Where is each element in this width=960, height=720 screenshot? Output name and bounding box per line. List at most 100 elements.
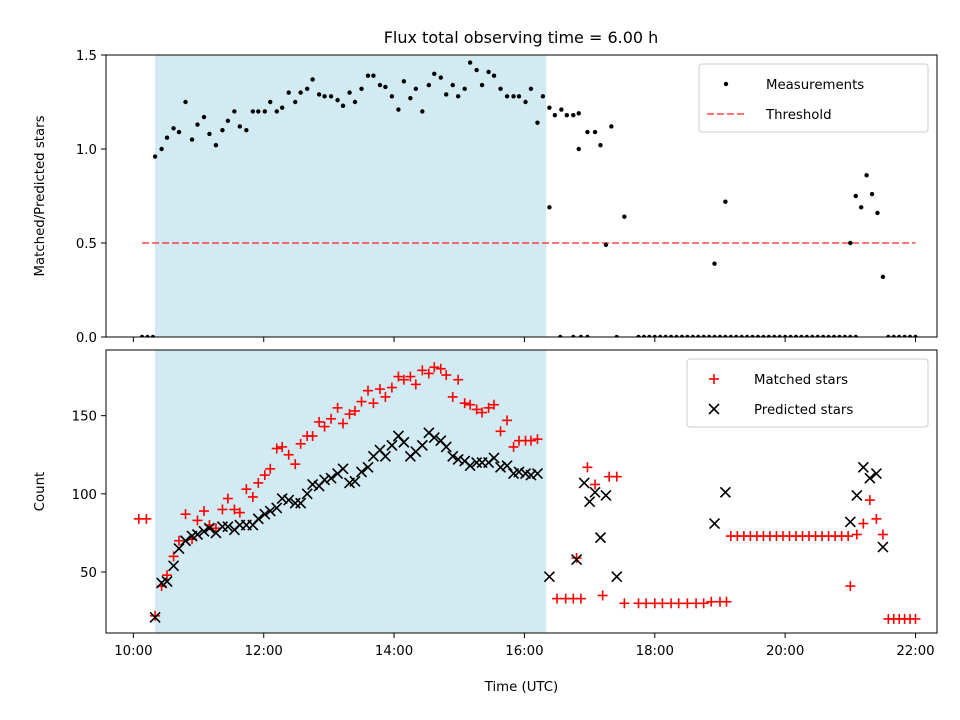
predicted-star-stroke-b [216, 521, 229, 533]
measurement-point [150, 334, 156, 337]
measurement-point [869, 191, 875, 197]
matched-star-marker [447, 391, 458, 402]
predicted-star-stroke-b [283, 494, 295, 506]
matched-star-marker [843, 531, 854, 542]
measurement-point [679, 334, 685, 337]
measurement-point [383, 84, 388, 90]
legend-label: Predicted stars [754, 403, 853, 418]
legend: Matched stars Predicted stars [686, 358, 929, 428]
predicted-star-marker [525, 469, 537, 481]
predicted-star-marker [447, 450, 459, 462]
predicted-star-marker [870, 467, 882, 480]
measurement-point [347, 90, 352, 95]
predicted-star-marker [349, 475, 361, 487]
predicted-star-stroke-b [877, 541, 889, 553]
matched-star-marker [698, 598, 709, 609]
legend-box [686, 358, 929, 428]
measurement-point [614, 334, 619, 337]
predicted-star-stroke-b [252, 513, 264, 525]
y-tick-label: 100 [72, 488, 97, 503]
predicted-star-stroke-b [423, 427, 435, 439]
predicted-star-marker [440, 441, 452, 453]
predicted-star-stroke-b [611, 571, 623, 583]
y-axis-label: Count [33, 472, 48, 512]
predicted-star-marker [464, 460, 476, 472]
measurement-point [250, 109, 256, 114]
predicted-star-stroke-b [464, 460, 476, 472]
matched-star-marker [314, 416, 325, 427]
measurement-point [636, 334, 641, 337]
measurement-point [685, 334, 690, 337]
measurement-point [558, 334, 563, 337]
predicted-star-stroke-b [719, 486, 731, 498]
predicted-star-stroke-b [488, 452, 500, 464]
matched-star-marker [877, 529, 888, 540]
measurement-point [359, 86, 364, 92]
matched-star-marker [657, 598, 668, 609]
measurement-point [793, 334, 799, 337]
measurement-point [286, 90, 291, 95]
predicted-star-stroke-b [374, 444, 386, 456]
predicted-star-marker [471, 457, 483, 469]
predicted-star-stroke-b [203, 522, 215, 534]
predicted-star-marker [386, 439, 398, 451]
legend-predicted-stroke-b [708, 403, 720, 415]
measurement-point [858, 205, 864, 210]
measurement-point [467, 60, 473, 65]
legend-label: Threshold [765, 108, 832, 123]
measurement-point [171, 126, 176, 131]
predicted-star-stroke-b [578, 477, 590, 489]
predicted-star-stroke-b [857, 461, 869, 473]
predicted-star-marker [571, 553, 583, 566]
measurement-point [578, 334, 584, 337]
matched-star-marker [247, 491, 258, 502]
predicted-star-stroke-b [301, 488, 313, 500]
measurement-point [322, 94, 327, 99]
measurement-point [486, 69, 491, 75]
matched-star-marker [150, 610, 161, 621]
matched-star-marker [410, 379, 421, 390]
measurement-point [237, 124, 243, 129]
measurement-point [585, 129, 590, 135]
matched-star-marker [234, 507, 245, 518]
matched-star-marker [477, 407, 488, 418]
matched-star-marker [502, 415, 513, 426]
predicted-star-stroke-b [168, 560, 180, 572]
measurement-point [201, 114, 207, 120]
predicted-star-stroke-b [295, 497, 307, 509]
matched-star-marker [495, 426, 506, 437]
measurement-point [455, 94, 461, 99]
matched-star-marker [910, 613, 921, 624]
predicted-star-stroke-b [864, 472, 876, 484]
predicted-star-marker [203, 522, 215, 534]
axes-frame [105, 349, 938, 634]
matched-star-marker [471, 404, 482, 415]
legend-label: Matched stars [754, 373, 848, 388]
x-tick-label: 18:00 [636, 644, 674, 659]
matched-star-marker [198, 506, 209, 517]
matched-star-marker [851, 529, 862, 540]
matched-star-marker [721, 596, 732, 607]
predicted-star-marker [379, 450, 391, 462]
matched-star-marker [465, 399, 476, 410]
matched-star-marker [344, 409, 355, 420]
measurement-point [262, 109, 268, 114]
measurement-point [159, 146, 164, 152]
predicted-star-stroke-b [289, 497, 301, 509]
measurement-point [696, 334, 701, 337]
x-axis-label: Time (UTC) [484, 680, 559, 695]
measurement-point [256, 109, 261, 114]
matched-star-marker [326, 413, 337, 424]
predicted-star-stroke-b [513, 466, 525, 478]
predicted-star-stroke-b [161, 575, 173, 587]
matched-star-marker [349, 405, 360, 416]
measurement-point [913, 334, 918, 337]
predicted-star-marker [216, 521, 229, 533]
matched-star-marker [429, 362, 440, 373]
measurement-point [891, 334, 896, 337]
predicted-star-stroke-b [525, 469, 537, 481]
axes-frame [105, 54, 938, 338]
matched-star-marker [532, 434, 543, 445]
matched-star-marker [307, 430, 318, 441]
y-axis-label: Matched/Predicted stars [33, 115, 48, 276]
